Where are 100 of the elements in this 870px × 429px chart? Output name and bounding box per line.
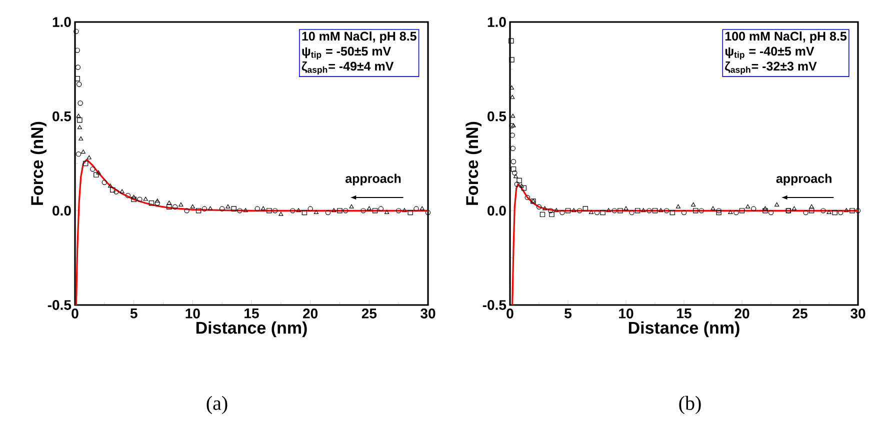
point [178,202,184,206]
point [243,208,248,212]
point [154,200,160,206]
point [120,189,124,194]
point [510,94,515,99]
x-tick-label: 30 [850,308,866,318]
point [143,196,148,201]
point [516,178,522,184]
point [325,210,331,216]
point [82,160,88,166]
point [690,202,696,206]
point [420,206,424,210]
point [366,206,372,210]
point [624,206,628,210]
x-tick-label: 10 [619,308,634,318]
point [94,172,99,178]
point [372,208,378,214]
y-tick-label: 0.5 [52,111,72,122]
point [768,210,774,216]
x-tick-label: 25 [792,308,808,318]
point [402,208,407,212]
point [809,204,814,208]
point [511,123,516,128]
point [536,204,542,210]
x-axis-title: Distance (nm) [196,321,307,338]
point [820,208,826,214]
point [78,136,84,140]
annotation: 10 mM NaCl, pH 8.5 [302,31,416,44]
y-axis-title: Force (nN) [30,122,46,205]
point [425,210,431,216]
y-tick-label: -0.5 [48,300,72,310]
point [302,210,308,216]
x-tick-label: 5 [564,308,572,318]
point [208,206,213,210]
x-tick-label: 5 [130,308,138,318]
point [86,155,92,160]
point [76,114,81,118]
point [260,206,266,210]
point [78,100,83,106]
point [549,212,554,218]
point [254,206,260,212]
point [349,204,354,208]
x-tick-label: 0 [506,308,514,318]
point [844,208,849,212]
y-tick-label: -0.5 [482,300,506,310]
point [114,189,119,194]
x-tick-label: 10 [186,308,200,318]
point [408,210,413,216]
point [137,196,142,202]
text: (b) [679,396,701,414]
point [658,208,664,212]
point [792,206,796,210]
point [606,208,611,212]
point [196,208,202,214]
point [148,200,154,206]
point [74,28,79,34]
point [80,150,86,154]
point [131,196,136,202]
x-tick-label: 20 [303,308,318,318]
x-tick-label: 20 [734,308,750,318]
point [509,57,514,62]
point [762,208,768,214]
point [746,204,750,208]
point [296,208,301,212]
point [90,166,96,172]
point [384,210,390,214]
point [548,208,554,214]
y-tick-label: 0.0 [488,206,506,216]
point [396,208,402,214]
annotation: ζ$_{asph}$= -49±4 mV [302,61,394,75]
point [510,166,516,172]
annotation: ζ$_{asph}$= -32±3 mV [725,61,817,75]
point [332,208,336,212]
annotation: ψ$_{tip}$ = -50±5 mV [302,46,392,60]
point [710,206,716,210]
point [314,210,319,214]
y-tick-label: 1.0 [488,17,506,27]
point [664,208,670,214]
point [132,194,136,199]
y-tick-label: 0.0 [52,206,71,216]
annotation: 100 mM NaCl, pH 8.5 [725,31,847,44]
point [125,192,131,198]
point [343,208,348,214]
point [542,206,548,210]
point [509,85,514,90]
point [155,198,160,203]
point [378,206,384,212]
point [762,206,768,210]
y-tick-label: 0.5 [488,111,506,122]
annotation: approach [776,174,832,186]
point [572,208,576,212]
point [855,208,861,214]
point [826,210,832,214]
point [202,206,208,212]
point [676,204,680,208]
point [510,114,516,118]
x-tick-label: 15 [244,308,259,318]
point [172,204,178,210]
point [266,208,272,214]
point [219,206,225,212]
